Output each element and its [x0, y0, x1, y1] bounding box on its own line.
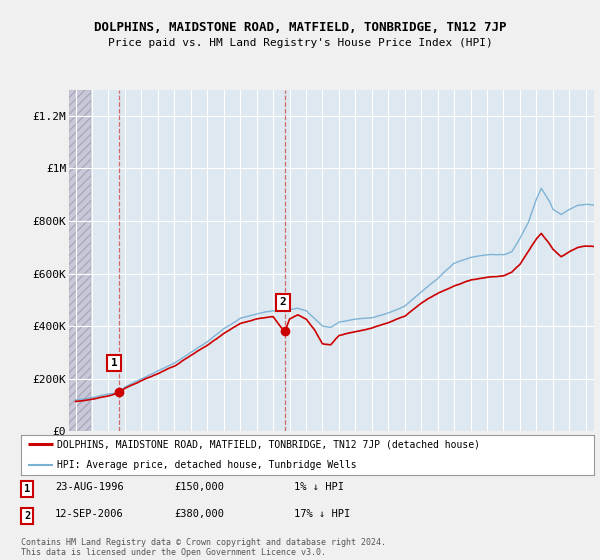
- Text: £380,000: £380,000: [174, 509, 224, 519]
- Text: HPI: Average price, detached house, Tunbridge Wells: HPI: Average price, detached house, Tunb…: [56, 460, 356, 470]
- Text: 2: 2: [24, 511, 30, 521]
- Text: 17% ↓ HPI: 17% ↓ HPI: [294, 509, 350, 519]
- Text: DOLPHINS, MAIDSTONE ROAD, MATFIELD, TONBRIDGE, TN12 7JP: DOLPHINS, MAIDSTONE ROAD, MATFIELD, TONB…: [94, 21, 506, 34]
- Text: 23-AUG-1996: 23-AUG-1996: [55, 482, 124, 492]
- Text: DOLPHINS, MAIDSTONE ROAD, MATFIELD, TONBRIDGE, TN12 7JP (detached house): DOLPHINS, MAIDSTONE ROAD, MATFIELD, TONB…: [56, 439, 479, 449]
- Text: 1% ↓ HPI: 1% ↓ HPI: [294, 482, 344, 492]
- Text: 1: 1: [24, 484, 30, 494]
- Text: £150,000: £150,000: [174, 482, 224, 492]
- Text: Price paid vs. HM Land Registry's House Price Index (HPI): Price paid vs. HM Land Registry's House …: [107, 38, 493, 48]
- Text: 2: 2: [280, 297, 286, 307]
- Text: 1: 1: [111, 358, 118, 368]
- Text: 12-SEP-2006: 12-SEP-2006: [55, 509, 124, 519]
- Bar: [69, 90, 91, 431]
- Text: Contains HM Land Registry data © Crown copyright and database right 2024.
This d: Contains HM Land Registry data © Crown c…: [21, 538, 386, 557]
